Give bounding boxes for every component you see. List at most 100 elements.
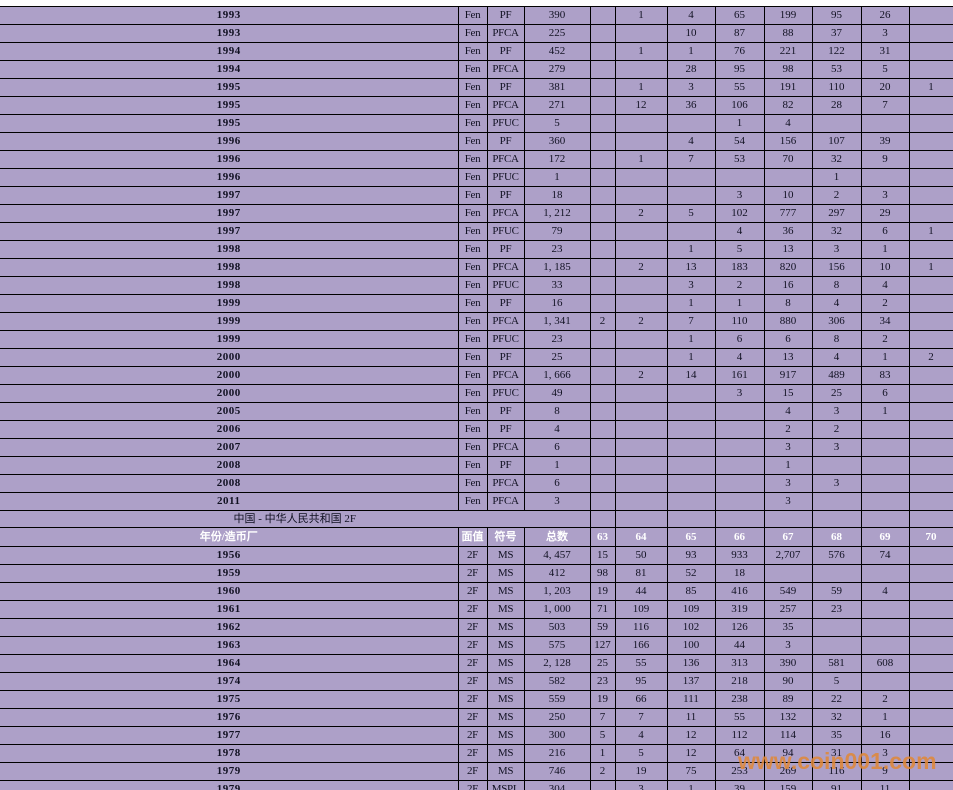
column-header-grade-65[interactable]: 65 bbox=[667, 527, 716, 547]
table-row[interactable]: 1996 Fen PFUC 1 1 bbox=[0, 168, 953, 187]
cell-grade-68: 116 bbox=[812, 762, 862, 781]
column-header-denomination[interactable]: 面值 bbox=[458, 527, 488, 547]
cell-grade-70: 2 bbox=[909, 348, 953, 367]
column-header-mark[interactable]: 符号 bbox=[487, 527, 525, 547]
column-header-grade-69[interactable]: 69 bbox=[861, 527, 910, 547]
column-header-grade-67[interactable]: 67 bbox=[764, 527, 813, 547]
cell-year: 2000 bbox=[0, 366, 459, 385]
table-row[interactable]: 1999 Fen PFUC 23 1 6 6 8 2 bbox=[0, 330, 953, 349]
table-row[interactable]: 1997 Fen PFCA 1, 212 2 5 102 777 297 29 bbox=[0, 204, 953, 223]
cell-grade-69: 9 bbox=[861, 150, 910, 169]
cell-grade-63: 25 bbox=[590, 654, 616, 673]
table-row[interactable]: 1977 2F MS 300 5 4 12 112 114 35 16 bbox=[0, 726, 953, 745]
table-row[interactable]: 1979 2F MSPL 304 3 1 39 159 91 11 bbox=[0, 780, 953, 790]
cell-grade-69: 1 bbox=[861, 402, 910, 421]
table-row[interactable]: 1964 2F MS 2, 128 25 55 136 313 390 581 608 bbox=[0, 654, 953, 673]
table-row[interactable]: 1996 Fen PFCA 172 1 7 53 70 32 9 bbox=[0, 150, 953, 169]
cell-grade-67: 2 bbox=[764, 420, 813, 439]
table-row[interactable]: 2008 Fen PFCA 6 3 3 bbox=[0, 474, 953, 493]
cell-denomination: 2F bbox=[458, 618, 488, 637]
table-row[interactable]: 1975 2F MS 559 19 66 111 238 89 22 2 bbox=[0, 690, 953, 709]
table-row[interactable]: 1994 Fen PF 452 1 1 76 221 122 31 bbox=[0, 42, 953, 61]
table-row[interactable]: 2011 Fen PFCA 3 3 bbox=[0, 492, 953, 511]
table-row[interactable]: 1995 Fen PF 381 1 3 55 191 110 20 1 bbox=[0, 78, 953, 97]
table-row[interactable]: 1997 Fen PFUC 79 4 36 32 6 1 bbox=[0, 222, 953, 241]
cell-grade-69: 16 bbox=[861, 726, 910, 745]
table-row[interactable]: 1999 Fen PFCA 1, 341 2 2 7 110 880 306 34 bbox=[0, 312, 953, 331]
cell-grade-70 bbox=[909, 600, 953, 619]
cell-grade-63 bbox=[590, 366, 616, 385]
table-row[interactable]: 1979 2F MS 746 2 19 75 253 269 116 9 bbox=[0, 762, 953, 781]
column-header-grade-68[interactable]: 68 bbox=[812, 527, 862, 547]
table-row[interactable]: 2006 Fen PF 4 2 2 bbox=[0, 420, 953, 439]
table-row[interactable]: 2000 Fen PFCA 1, 666 2 14 161 917 489 83 bbox=[0, 366, 953, 385]
cell-total: 452 bbox=[524, 42, 591, 61]
table-row[interactable]: 1995 Fen PFCA 271 12 36 106 82 28 7 bbox=[0, 96, 953, 115]
top-white-gap bbox=[0, 0, 953, 6]
cell-mark: PF bbox=[487, 402, 525, 421]
cell-grade-66: 6 bbox=[715, 330, 765, 349]
cell-total: 559 bbox=[524, 690, 591, 709]
cell-mark: MSPL bbox=[487, 780, 525, 790]
table-row[interactable]: 1963 2F MS 575 127 166 100 44 3 bbox=[0, 636, 953, 655]
cell-grade-70 bbox=[909, 330, 953, 349]
column-header-total[interactable]: 总数 bbox=[524, 527, 591, 547]
cell-grade-70 bbox=[909, 240, 953, 259]
column-header-year-mint[interactable]: 年份/造币厂 bbox=[0, 527, 459, 547]
cell-grade-64: 55 bbox=[615, 654, 668, 673]
column-header-row: 年份/造币厂 面值 符号 总数 63 64 65 66 67 68 69 70 bbox=[0, 527, 953, 547]
cell-grade-68: 1 bbox=[812, 168, 862, 187]
cell-denomination: 2F bbox=[458, 690, 488, 709]
table-row[interactable]: 2000 Fen PFUC 49 3 15 25 6 bbox=[0, 384, 953, 403]
cell-mark: PFCA bbox=[487, 258, 525, 277]
cell-grade-68 bbox=[812, 564, 862, 583]
table-row[interactable]: 1978 2F MS 216 1 5 12 64 94 31 3 bbox=[0, 744, 953, 763]
column-header-grade-64[interactable]: 64 bbox=[615, 527, 668, 547]
table-row[interactable]: 1998 Fen PFCA 1, 185 2 13 183 820 156 10 1 bbox=[0, 258, 953, 277]
cell-grade-69: 6 bbox=[861, 222, 910, 241]
cell-total: 1, 666 bbox=[524, 366, 591, 385]
table-row[interactable]: 1959 2F MS 412 98 81 52 18 bbox=[0, 564, 953, 583]
table-row[interactable]: 2000 Fen PF 25 1 4 13 4 1 2 bbox=[0, 348, 953, 367]
table-row[interactable]: 1995 Fen PFUC 5 1 4 bbox=[0, 114, 953, 133]
table-row[interactable]: 1997 Fen PF 18 3 10 2 3 bbox=[0, 186, 953, 205]
cell-grade-64 bbox=[615, 420, 668, 439]
cell-grade-67: 257 bbox=[764, 600, 813, 619]
cell-denomination: 2F bbox=[458, 546, 488, 565]
column-header-grade-70[interactable]: 70 bbox=[909, 527, 953, 547]
table-row[interactable]: 1994 Fen PFCA 279 28 95 98 53 5 bbox=[0, 60, 953, 79]
table-row[interactable]: 1962 2F MS 503 59 116 102 126 35 bbox=[0, 618, 953, 637]
cell-mark: PFCA bbox=[487, 24, 525, 43]
table-row[interactable]: 2008 Fen PF 1 1 bbox=[0, 456, 953, 475]
cell-grade-64 bbox=[615, 330, 668, 349]
cell-grade-65: 1 bbox=[667, 330, 716, 349]
table-row[interactable]: 1960 2F MS 1, 203 19 44 85 416 549 59 4 bbox=[0, 582, 953, 601]
cell-grade-65: 3 bbox=[667, 276, 716, 295]
cell-denomination: Fen bbox=[458, 24, 488, 43]
table-row[interactable]: 1998 Fen PF 23 1 5 13 3 1 bbox=[0, 240, 953, 259]
table-row[interactable]: 2007 Fen PFCA 6 3 3 bbox=[0, 438, 953, 457]
cell-year: 1956 bbox=[0, 546, 459, 565]
table-row[interactable]: 1956 2F MS 4, 457 15 50 93 933 2,707 576 74 bbox=[0, 546, 953, 565]
cell-year: 1995 bbox=[0, 78, 459, 97]
table-row[interactable]: 1998 Fen PFUC 33 3 2 16 8 4 bbox=[0, 276, 953, 295]
table-row[interactable]: 1996 Fen PF 360 4 54 156 107 39 bbox=[0, 132, 953, 151]
table-row[interactable]: 1993 Fen PFCA 225 10 87 88 37 3 bbox=[0, 24, 953, 43]
table-row[interactable]: 1999 Fen PF 16 1 1 8 4 2 bbox=[0, 294, 953, 313]
cell-total: 1, 212 bbox=[524, 204, 591, 223]
cell-year: 1995 bbox=[0, 114, 459, 133]
column-header-grade-66[interactable]: 66 bbox=[715, 527, 765, 547]
column-header-grade-63[interactable]: 63 bbox=[590, 527, 616, 547]
cell-grade-63 bbox=[590, 474, 616, 493]
table-row[interactable]: 1974 2F MS 582 23 95 137 218 90 5 bbox=[0, 672, 953, 691]
cell-grade-63: 1 bbox=[590, 744, 616, 763]
cell-total: 33 bbox=[524, 276, 591, 295]
table-row[interactable]: 1993 Fen PF 390 1 4 65 199 95 26 bbox=[0, 6, 953, 25]
cell-total: 1, 000 bbox=[524, 600, 591, 619]
table-row[interactable]: 1976 2F MS 250 7 7 11 55 132 32 1 bbox=[0, 708, 953, 727]
table-row[interactable]: 1961 2F MS 1, 000 71 109 109 319 257 23 bbox=[0, 600, 953, 619]
cell-grade-68: 3 bbox=[812, 438, 862, 457]
table-row[interactable]: 2005 Fen PF 8 4 3 1 bbox=[0, 402, 953, 421]
cell-denomination: Fen bbox=[458, 420, 488, 439]
cell-grade-66: 39 bbox=[715, 780, 765, 790]
